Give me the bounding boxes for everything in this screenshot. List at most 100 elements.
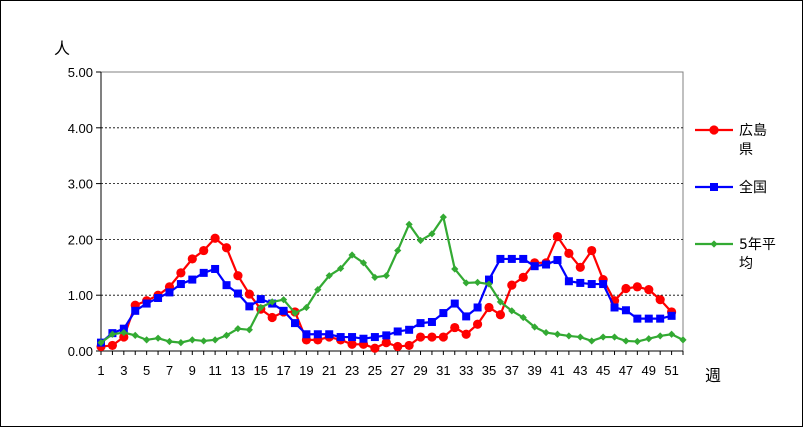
legend-label: 県 — [739, 142, 753, 158]
data-point — [632, 282, 642, 292]
data-point — [381, 338, 391, 348]
data-point — [655, 295, 665, 305]
data-point — [222, 331, 231, 339]
data-point — [564, 248, 574, 258]
data-point — [131, 331, 139, 339]
data-point — [667, 311, 676, 320]
x-tick-label: 47 — [619, 363, 633, 378]
x-tick-label: 27 — [390, 363, 404, 378]
x-tick-label: 13 — [231, 363, 245, 378]
x-tick-label: 9 — [189, 363, 196, 378]
data-point — [348, 251, 356, 259]
data-point — [131, 306, 140, 315]
x-tick-label: 31 — [436, 363, 450, 378]
data-point — [154, 293, 163, 302]
data-point — [267, 312, 277, 323]
data-point — [221, 243, 232, 253]
data-point — [245, 326, 253, 334]
data-point — [211, 264, 220, 273]
data-point — [188, 336, 196, 344]
data-point — [610, 303, 619, 312]
data-point — [485, 280, 493, 288]
data-point — [313, 330, 322, 339]
x-tick-label: 51 — [664, 363, 678, 378]
data-point — [519, 313, 527, 322]
data-point — [679, 336, 687, 344]
y-tick-label: 1.00 — [68, 288, 93, 303]
data-point — [257, 303, 265, 312]
data-point — [508, 307, 516, 315]
data-point — [97, 339, 105, 347]
data-point — [199, 268, 208, 277]
data-point — [552, 232, 563, 242]
x-tick-label: 41 — [550, 363, 564, 378]
x-tick-label: 1 — [97, 363, 104, 378]
data-point — [347, 339, 357, 349]
data-point — [428, 230, 436, 238]
y-tick-label: 4.00 — [68, 121, 93, 136]
x-tick-label: 19 — [299, 363, 313, 378]
data-point — [268, 298, 276, 306]
data-point — [599, 333, 607, 341]
data-point — [120, 328, 128, 337]
data-point — [279, 296, 288, 304]
data-point — [496, 298, 505, 306]
data-point — [531, 323, 539, 331]
data-point — [176, 280, 185, 289]
data-point — [405, 220, 413, 228]
x-tick-label: 7 — [166, 363, 173, 378]
data-point — [256, 295, 265, 304]
x-tick-label: 33 — [459, 363, 473, 378]
data-point — [462, 312, 471, 321]
data-point — [234, 325, 242, 333]
data-point — [107, 340, 118, 351]
data-point — [645, 335, 653, 343]
data-point — [656, 314, 665, 323]
data-point — [485, 275, 493, 284]
x-tick-label: 49 — [642, 363, 656, 378]
data-point — [553, 256, 562, 265]
y-tick-label: 3.00 — [68, 177, 93, 192]
data-point — [199, 245, 209, 256]
data-point — [633, 337, 641, 346]
data-point — [404, 340, 414, 351]
data-point — [119, 324, 128, 333]
data-point — [245, 302, 254, 311]
data-point — [382, 331, 391, 340]
data-point — [200, 337, 208, 345]
data-point — [656, 332, 664, 340]
data-point — [427, 317, 436, 326]
x-tick-label: 11 — [208, 363, 222, 378]
data-point — [405, 325, 414, 334]
data-point — [211, 336, 219, 344]
data-point — [154, 334, 162, 342]
data-point — [336, 333, 345, 342]
plot-area — [100, 71, 684, 352]
x-tick-label: 37 — [505, 363, 519, 378]
x-tick-label: 45 — [596, 363, 610, 378]
data-point — [519, 254, 528, 263]
data-point — [588, 337, 596, 345]
data-point — [415, 332, 426, 342]
x-tick-label: 39 — [527, 363, 541, 378]
data-point — [416, 236, 425, 245]
data-point — [382, 272, 390, 280]
data-point — [416, 319, 425, 328]
data-point — [438, 332, 448, 342]
y-tick-label: 0.00 — [68, 344, 93, 359]
data-point — [587, 280, 596, 289]
data-point — [495, 310, 506, 320]
data-point — [188, 275, 197, 284]
data-point — [587, 245, 597, 256]
data-point — [325, 272, 333, 280]
data-point — [359, 334, 368, 343]
data-point — [450, 299, 459, 308]
data-point — [439, 309, 448, 318]
data-point — [565, 332, 573, 340]
data-point — [473, 303, 482, 312]
data-point — [302, 303, 311, 312]
x-tick-label: 35 — [482, 363, 496, 378]
data-point — [599, 280, 608, 289]
